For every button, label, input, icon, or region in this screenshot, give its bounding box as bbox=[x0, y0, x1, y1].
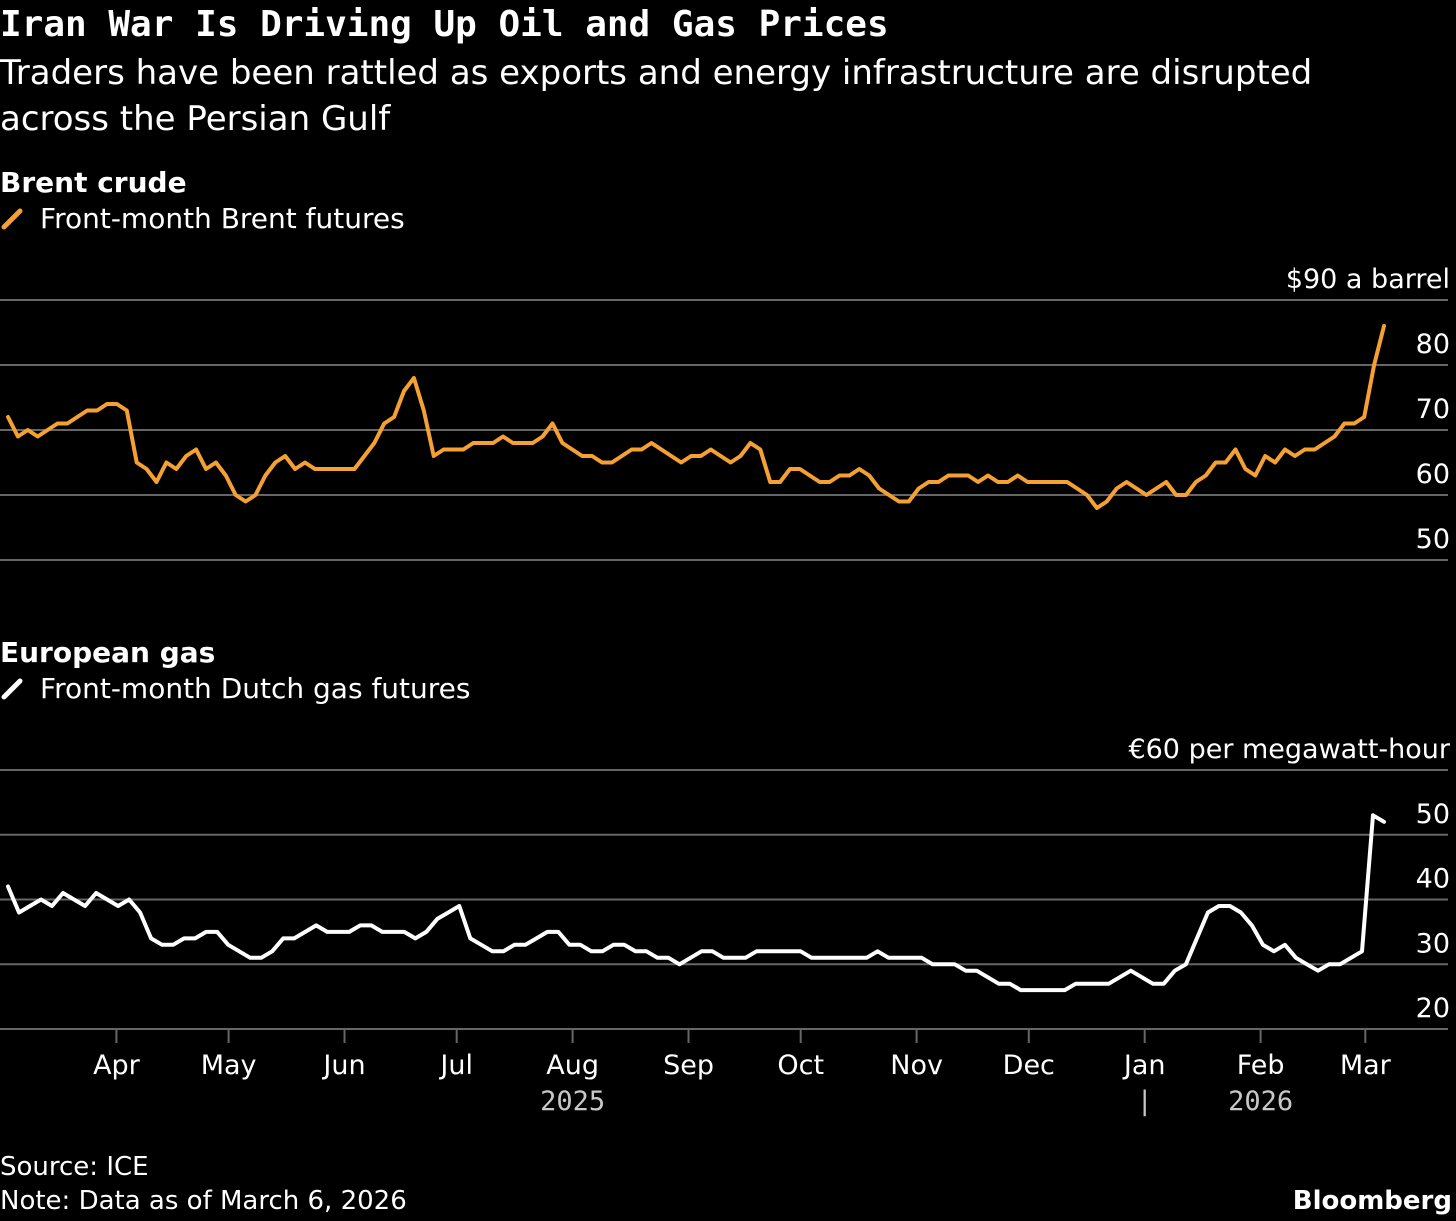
x-month-label: Jul bbox=[438, 1050, 473, 1081]
gas-ytick-label: 50 bbox=[1416, 799, 1450, 830]
gas-legend: Front-month Dutch gas futures bbox=[0, 672, 471, 705]
brent-unit-label: $90 a barrel bbox=[1286, 264, 1450, 295]
x-month-label: Oct bbox=[777, 1050, 824, 1081]
x-month-label: Jan bbox=[1122, 1050, 1166, 1081]
gas-ytick-label: 40 bbox=[1416, 864, 1450, 895]
brent-ytick-label: 60 bbox=[1416, 459, 1450, 490]
brent-ytick-label: 80 bbox=[1416, 329, 1450, 360]
white-slash-legend-icon bbox=[1, 678, 23, 699]
gas-ytick-label: 20 bbox=[1416, 993, 1450, 1024]
brent-legend-label: Front-month Brent futures bbox=[40, 202, 405, 235]
gas-ytick-label: 30 bbox=[1416, 928, 1450, 959]
x-month-label: Jun bbox=[321, 1050, 365, 1081]
year-divider: | bbox=[1140, 1086, 1149, 1117]
brent-ytick-label: 50 bbox=[1416, 524, 1450, 555]
brent-panel-title: Brent crude bbox=[0, 166, 187, 199]
x-month-label: May bbox=[201, 1050, 257, 1081]
x-month-label: Feb bbox=[1237, 1050, 1285, 1081]
source-note: Source: ICE bbox=[0, 1152, 149, 1182]
gas-series-line bbox=[6, 813, 1386, 993]
gas-legend-label: Front-month Dutch gas futures bbox=[40, 672, 471, 705]
gas-panel-title: European gas bbox=[0, 636, 216, 669]
year-label-2025: 2025 bbox=[540, 1086, 605, 1117]
chart-title: Iran War Is Driving Up Oil and Gas Price… bbox=[0, 4, 889, 45]
gas-unit-label: €60 per megawatt-hour bbox=[1128, 734, 1450, 765]
brent-series-line bbox=[6, 324, 1386, 510]
year-label-2026: 2026 bbox=[1228, 1086, 1293, 1117]
x-month-label: Sep bbox=[663, 1050, 714, 1081]
data-note: Note: Data as of March 6, 2026 bbox=[0, 1186, 407, 1216]
x-month-label: Mar bbox=[1340, 1050, 1392, 1081]
x-month-label: Nov bbox=[890, 1050, 943, 1081]
x-month-label: Dec bbox=[1003, 1050, 1055, 1081]
x-month-label: Apr bbox=[93, 1050, 141, 1081]
brent-legend: Front-month Brent futures bbox=[0, 202, 405, 235]
orange-slash-legend-icon bbox=[1, 208, 23, 229]
chart-subtitle: Traders have been rattled as exports and… bbox=[0, 53, 1313, 139]
bloomberg-logo: Bloomberg bbox=[1292, 1186, 1452, 1216]
x-month-label: Aug bbox=[546, 1050, 599, 1081]
brent-ytick-label: 70 bbox=[1416, 394, 1450, 425]
